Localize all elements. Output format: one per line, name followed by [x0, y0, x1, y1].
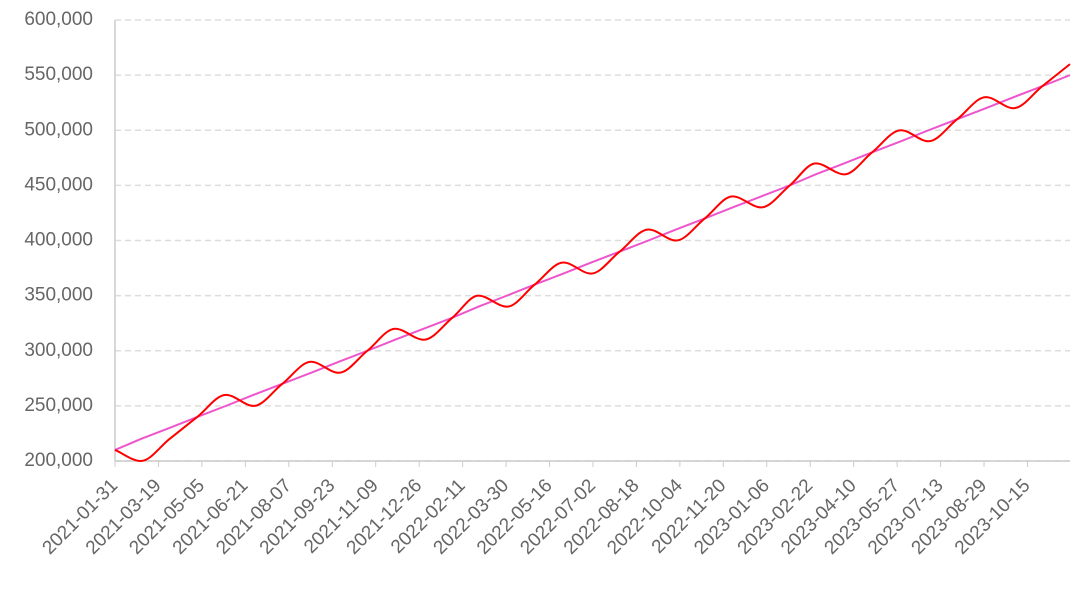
y-tick-label: 450,000	[24, 174, 93, 195]
y-tick-label: 500,000	[24, 119, 93, 140]
y-tick-label: 350,000	[24, 285, 93, 306]
data-line	[114, 63, 1071, 463]
y-tick-label: 550,000	[24, 64, 93, 85]
y-tick-label: 300,000	[24, 340, 93, 361]
y-tick-label: 200,000	[24, 450, 93, 471]
y-tick-label: 400,000	[24, 230, 93, 251]
y-tick-label: 250,000	[24, 395, 93, 416]
data-line	[114, 74, 1071, 451]
y-tick-label: 600,000	[24, 9, 93, 30]
